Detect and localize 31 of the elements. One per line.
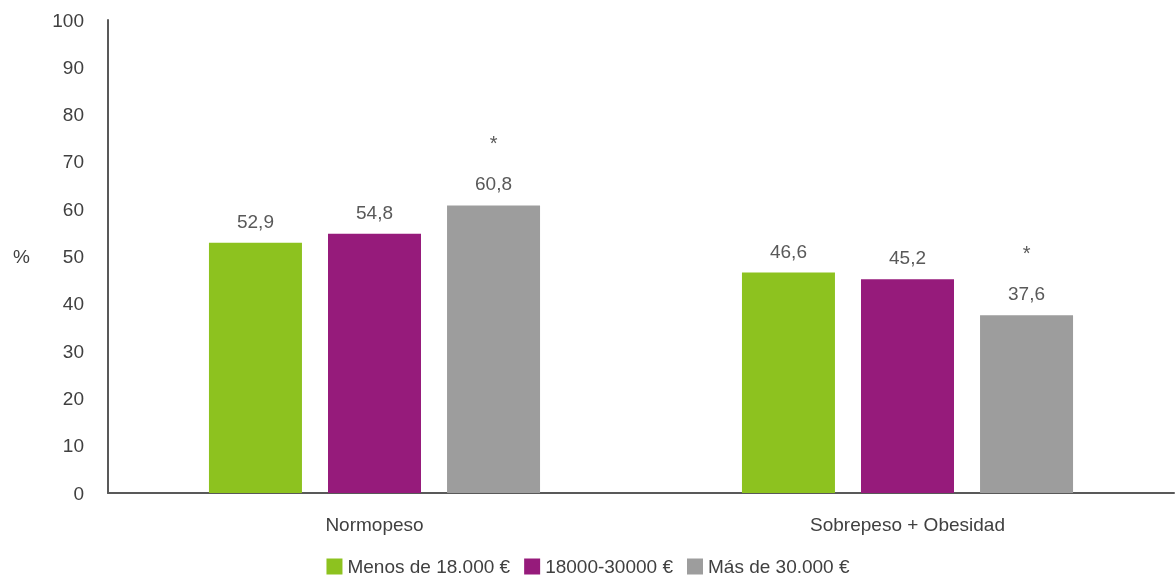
y-tick-label: 20 xyxy=(62,387,84,409)
x-tick-label: Normopeso xyxy=(325,514,424,535)
annotation: * xyxy=(1022,242,1031,265)
y-tick-label: 100 xyxy=(52,9,84,31)
data-label: 37,6 xyxy=(1008,283,1046,305)
y-tick-label: 70 xyxy=(62,151,84,173)
data-label: 46,6 xyxy=(769,240,807,262)
bar xyxy=(861,279,954,493)
bar xyxy=(447,205,541,493)
x-tick-label: Sobrepeso + Obesidad xyxy=(810,514,1005,535)
bar xyxy=(980,315,1074,493)
y-tick-label: 60 xyxy=(62,198,84,220)
y-tick-label: 50 xyxy=(62,246,84,267)
y-tick-label: 30 xyxy=(62,340,84,362)
bar xyxy=(208,242,302,493)
y-tick-label: 90 xyxy=(62,56,84,78)
bar xyxy=(328,233,421,493)
data-label: 54,8 xyxy=(356,201,393,223)
y-tick-label: 0 xyxy=(73,482,84,504)
bar xyxy=(741,272,835,493)
y-tick-label: 40 xyxy=(62,293,84,315)
y-tick-label: 80 xyxy=(62,104,84,126)
legend-label: 18000-30000 € xyxy=(545,556,674,577)
legend-label: Menos de 18.000 € xyxy=(347,556,511,577)
legend-label: Más de 30.000 € xyxy=(707,556,850,577)
data-label: 52,9 xyxy=(236,210,274,232)
data-label: 60,8 xyxy=(475,173,513,195)
y-tick-label: 10 xyxy=(62,435,84,457)
annotation: * xyxy=(489,132,498,155)
data-label: 45,2 xyxy=(889,247,926,269)
y-axis-title: % xyxy=(13,246,31,267)
